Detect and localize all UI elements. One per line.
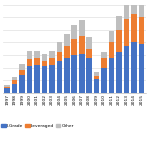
Bar [101, 52, 107, 58]
Bar [139, 17, 144, 44]
Bar [86, 37, 92, 49]
Bar [79, 20, 84, 36]
Bar [86, 58, 92, 93]
Bar [94, 76, 99, 79]
Bar [27, 59, 32, 66]
Bar [34, 51, 40, 58]
Bar [79, 54, 84, 93]
Bar [116, 52, 122, 93]
Bar [57, 52, 62, 61]
Bar [71, 55, 77, 93]
Bar [124, 46, 129, 93]
Bar [101, 68, 107, 93]
Bar [34, 64, 40, 93]
Bar [64, 34, 70, 46]
Bar [64, 58, 70, 93]
Bar [131, 42, 137, 93]
Bar [116, 16, 122, 30]
Bar [49, 64, 55, 93]
Bar [139, 44, 144, 93]
Bar [124, 19, 129, 46]
Bar [124, 3, 129, 19]
Bar [64, 46, 70, 58]
Bar [42, 54, 47, 61]
Bar [94, 72, 99, 76]
Bar [94, 79, 99, 93]
Bar [109, 42, 114, 58]
Bar [71, 39, 77, 55]
Bar [109, 58, 114, 93]
Bar [109, 31, 114, 42]
Bar [19, 70, 25, 75]
Bar [4, 88, 10, 93]
Legend: I-Grade, Leveraged, Other: I-Grade, Leveraged, Other [0, 122, 76, 130]
Bar [131, 0, 137, 14]
Bar [139, 0, 144, 17]
Bar [12, 76, 17, 80]
Bar [86, 49, 92, 58]
Bar [34, 58, 40, 64]
Bar [19, 64, 25, 70]
Bar [57, 42, 62, 52]
Bar [79, 36, 84, 54]
Bar [27, 51, 32, 59]
Bar [4, 85, 10, 87]
Bar [4, 87, 10, 88]
Bar [19, 75, 25, 93]
Bar [101, 58, 107, 68]
Bar [116, 30, 122, 52]
Bar [12, 84, 17, 93]
Bar [131, 14, 137, 42]
Bar [42, 61, 47, 66]
Bar [42, 66, 47, 93]
Bar [49, 58, 55, 64]
Bar [57, 61, 62, 93]
Bar [49, 51, 55, 58]
Bar [71, 25, 77, 39]
Bar [12, 80, 17, 84]
Bar [27, 66, 32, 93]
